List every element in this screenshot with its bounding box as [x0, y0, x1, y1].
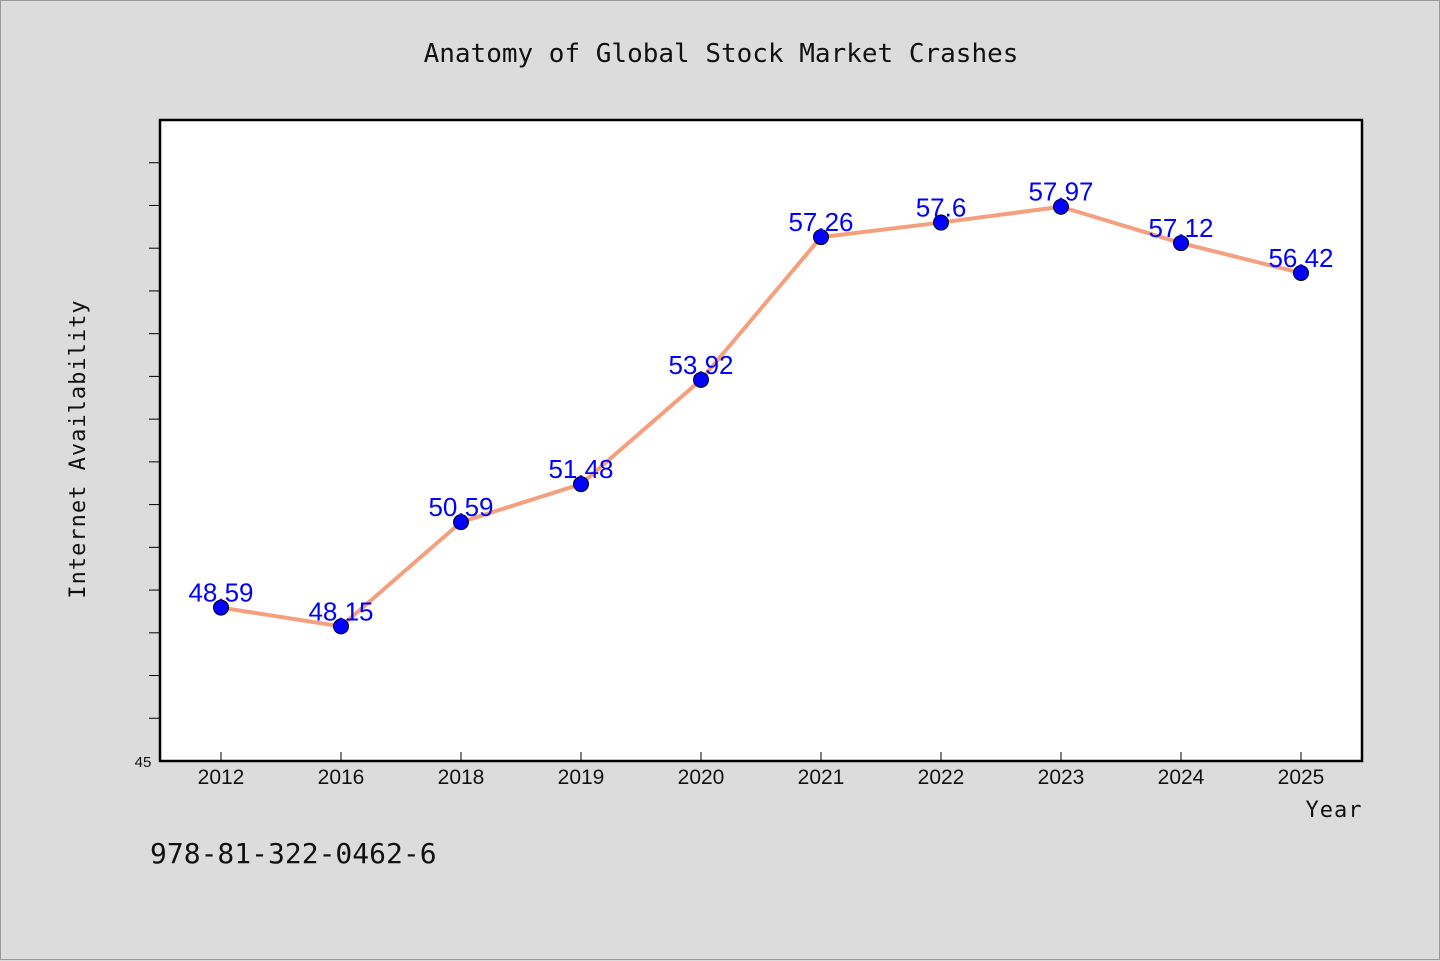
data-label: 57.97	[1028, 177, 1093, 207]
y-axis-label: Internet Availability	[66, 299, 91, 598]
data-labels: 48.59 48.15 50.59 51.48 53.92 57.26 57.6 57.97 5…	[188, 177, 1333, 627]
data-point	[333, 618, 349, 635]
isbn-text: 978-81-322-0462-6	[150, 837, 437, 870]
x-tick-label: 2020	[678, 766, 725, 789]
chart-title: Anatomy of Global Stock Market Crashes	[424, 39, 1019, 69]
x-tick-label: 2021	[798, 766, 845, 789]
data-label: 56.42	[1268, 243, 1333, 273]
x-axis-label: Year	[1306, 798, 1363, 823]
x-tick-label: 2024	[1158, 766, 1205, 789]
x-tick-label: 2025	[1278, 766, 1325, 789]
x-tick-label: 2023	[1038, 766, 1085, 789]
data-point	[693, 371, 709, 388]
data-point	[1053, 198, 1069, 215]
data-label: 57.26	[788, 207, 853, 237]
data-label: 57.6	[916, 193, 967, 223]
data-point	[453, 514, 469, 531]
data-label: 48.15	[308, 596, 373, 626]
plot-area	[160, 120, 1362, 761]
y-tick-label-min: 45	[135, 754, 152, 771]
data-point	[1293, 264, 1309, 281]
data-label: 57.12	[1148, 213, 1213, 243]
plot-border	[158, 118, 1364, 763]
x-tick-label: 2016	[318, 766, 365, 789]
data-label: 53.92	[668, 350, 733, 380]
data-label: 50.59	[428, 492, 493, 522]
data-point	[573, 476, 589, 493]
data-point	[933, 214, 949, 231]
data-point	[213, 599, 229, 616]
data-point	[813, 229, 829, 246]
y-axis-ticks	[149, 162, 160, 719]
x-tick-label: 2012	[198, 766, 245, 789]
data-label: 51.48	[548, 454, 613, 484]
series-line-group	[213, 198, 1309, 635]
x-tick-label: 2019	[558, 766, 605, 789]
x-tick-label: 2022	[918, 766, 965, 789]
series-line	[220, 204, 1302, 629]
data-point	[1173, 235, 1189, 252]
x-tick-label: 2018	[438, 766, 485, 789]
data-label: 48.59	[188, 578, 253, 608]
x-axis-ticks: 2012 2016 2018 2019 2020 2021 2022 2023 2024 2025	[198, 752, 1325, 789]
